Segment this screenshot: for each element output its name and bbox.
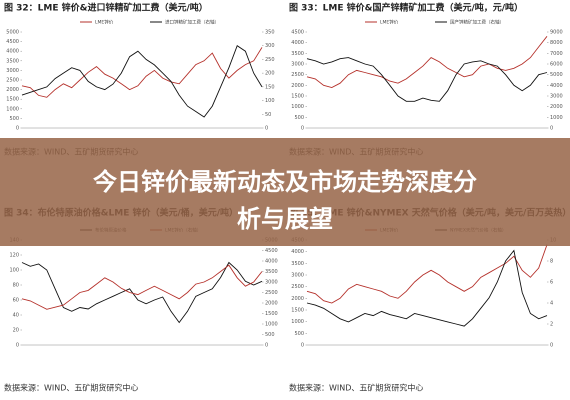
y-tick-label: 120 [9,253,19,259]
series-line [21,47,263,98]
y2-tick-label: 2 [550,322,553,328]
y2-tick-label: 300 [265,43,275,49]
y2-tick-label: 150 [265,84,275,90]
y-tick-label: 2000 [291,296,304,302]
y-tick-label: 40 [13,313,19,319]
y2-tick-label: 1000 [550,115,563,121]
figure-caption: 图 32：LME 锌价&进口锌精矿加工费（美元/吨） [4,2,208,14]
y-tick-label: 1500 [6,97,19,103]
y-tick-label: 5000 [6,30,19,36]
y2-tick-label: 2000 [265,301,278,307]
y-tick-label: 3500 [291,261,304,267]
y2-tick-label: 2500 [265,290,278,296]
legend-label: LME锌价 [380,19,399,26]
y2-tick-label: 3000 [265,280,278,286]
y2-tick-label: 6000 [550,62,563,68]
y-tick-label: 100 [9,268,19,274]
series-line [306,249,548,327]
y-tick-label: 500 [9,116,19,122]
y-tick-label: 2000 [6,87,19,93]
y-tick-label: 0 [301,343,304,349]
y-tick-label: 1500 [291,94,304,100]
banner-line: 今日锌价最新动态及市场走势深度分 [93,168,477,196]
y-tick-label: 20 [13,328,19,334]
legend-label: 国产锌精矿加工费（右轴） [450,19,504,26]
banner [0,138,570,246]
y2-tick-label: 8 [550,259,553,265]
y-tick-label: 0 [301,126,304,132]
y2-tick-label: 4500 [265,248,278,254]
y2-tick-label: 0 [550,126,553,132]
y-tick-label: 4500 [291,30,304,36]
y2-tick-label: 4000 [265,259,278,265]
y2-tick-label: 3500 [265,269,278,275]
y-tick-label: 500 [294,331,304,337]
y-tick-label: 3000 [291,273,304,279]
series-line [306,57,548,102]
series-line [21,261,263,324]
series-line [21,45,263,118]
y2-tick-label: 4000 [550,83,563,89]
y-tick-label: 4000 [291,40,304,46]
y2-tick-label: 50 [265,112,271,118]
y-tick-label: 0 [16,343,19,349]
y2-tick-label: 500 [265,332,275,338]
y2-tick-label: 2000 [550,104,563,110]
y2-tick-label: 100 [265,98,275,104]
y-tick-label: 2500 [291,72,304,78]
y-tick-label: 3500 [6,58,19,64]
series-line [21,264,263,310]
y2-tick-label: 7000 [550,51,563,57]
y2-tick-label: 250 [265,57,275,63]
series-line [306,36,548,88]
y-tick-label: 4000 [6,49,19,55]
y-tick-label: 2500 [6,78,19,84]
banner-line: 析与展望 [237,205,333,233]
series-line [306,244,548,304]
y2-tick-label: 0 [265,343,268,349]
y2-tick-label: 1500 [265,311,278,317]
y2-tick-label: 0 [550,343,553,349]
legend-label: LME锌价 [95,19,114,26]
y2-tick-label: 6 [550,280,553,286]
y2-tick-label: 200 [265,71,275,77]
figure-source: 数据来源：WIND、五矿期货研究中心 [4,383,138,393]
y-tick-label: 4000 [291,249,304,255]
y2-tick-label: 350 [265,30,275,36]
y-tick-label: 1500 [291,308,304,314]
banner-title: 今日锌价最新动态及市场走势深度分析与展望 [93,168,477,233]
y-tick-label: 60 [13,298,19,304]
figure-caption: 图 33：LME 锌价&国产锌精矿加工费（美元/吨，元/吨） [289,2,523,14]
y-tick-label: 1000 [291,319,304,325]
y2-tick-label: 5000 [550,72,563,78]
y-tick-label: 80 [13,283,19,289]
y2-tick-label: 4 [550,301,553,307]
y-tick-label: 1000 [291,104,304,110]
y-tick-label: 500 [294,115,304,121]
y-tick-label: 1000 [6,106,19,112]
y2-tick-label: 8000 [550,40,563,46]
y-tick-label: 3000 [291,62,304,68]
y-tick-label: 3500 [291,51,304,57]
y-tick-label: 4500 [6,39,19,45]
y2-tick-label: 1000 [265,322,278,328]
legend-label: 进口锌精矿加工费（右轴） [165,19,219,26]
y-tick-label: 2000 [291,83,304,89]
y-tick-label: 2500 [291,284,304,290]
y2-tick-label: 9000 [550,30,563,36]
y2-tick-label: 3000 [550,94,563,100]
y-tick-label: 0 [16,126,19,132]
y-tick-label: 3000 [6,68,19,74]
figure-source: 数据来源：WIND、五矿期货研究中心 [289,383,423,393]
y2-tick-label: 0 [265,126,268,132]
